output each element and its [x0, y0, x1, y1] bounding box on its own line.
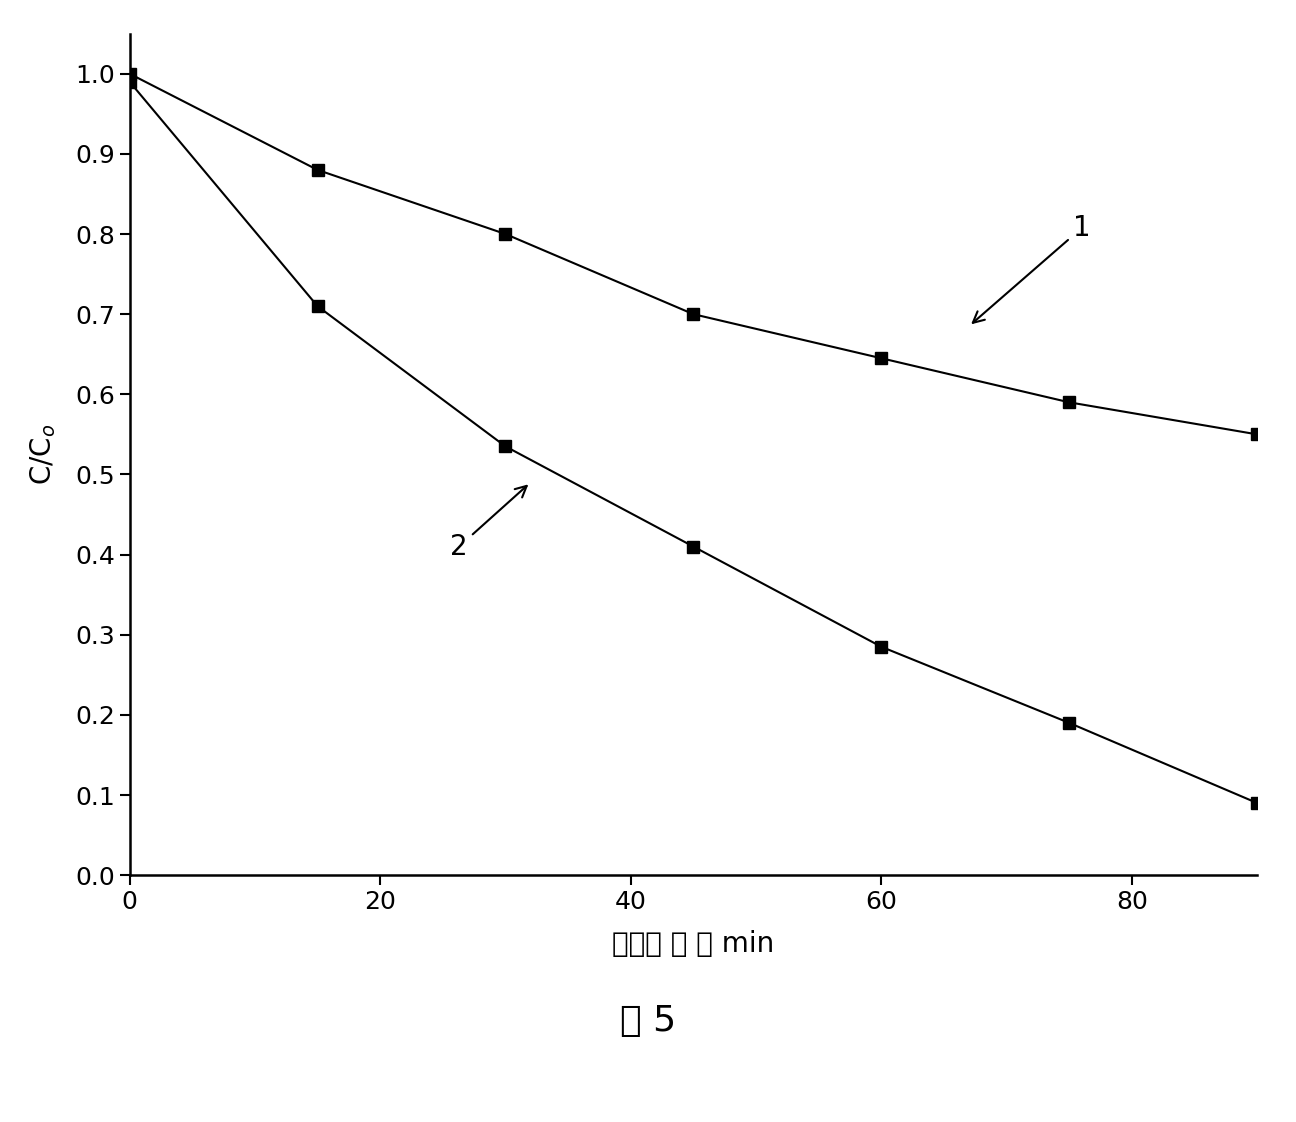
- Text: 1: 1: [973, 214, 1090, 323]
- Text: 2: 2: [450, 486, 526, 561]
- X-axis label: 光照时 间 ／ min: 光照时 间 ／ min: [612, 930, 775, 958]
- Y-axis label: C/C$_o$: C/C$_o$: [29, 424, 58, 485]
- Text: 图 5: 图 5: [619, 1004, 677, 1038]
